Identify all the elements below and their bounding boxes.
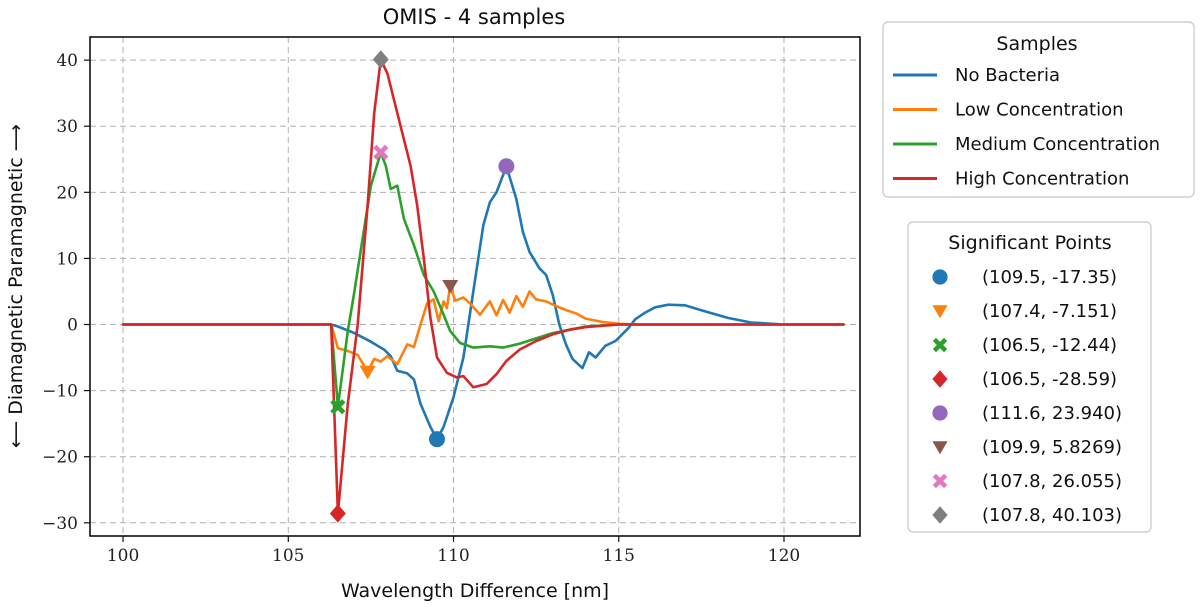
legend-samples-box <box>882 21 1195 198</box>
legend-point-label: (109.9, 5.8269) <box>982 437 1122 458</box>
legend-significant-points: Significant Points (109.5, -17.35) (107.4… <box>907 221 1152 533</box>
x-tick-label: 110 <box>437 546 469 566</box>
legend-marker-swatch <box>932 269 948 285</box>
plot-frame <box>89 36 861 537</box>
chart-title: OMIS - 4 samples <box>383 5 565 29</box>
y-axis-label: ⟵ Diamagnetic Paramagnetic ⟶ <box>5 124 27 448</box>
x-axis-label: Wavelength Difference [nm] <box>341 580 609 602</box>
significant-point-marker <box>359 365 376 380</box>
legend-point-label: (107.8, 26.055) <box>982 471 1122 492</box>
legend-point-label: (107.4, -7.151) <box>982 301 1117 322</box>
y-tick-label: −30 <box>42 514 78 534</box>
series-lines <box>121 58 845 515</box>
legend-point-label: (106.5, -28.59) <box>982 369 1117 390</box>
legend-point-label: (111.6, 23.940) <box>982 403 1122 424</box>
legend-point-label: (109.5, -17.35) <box>982 267 1117 288</box>
legend-series-label: Low Concentration <box>955 100 1124 121</box>
legend-marker-swatch <box>932 473 948 489</box>
legend-samples-title: Samples <box>996 33 1077 55</box>
y-tick-label: 0 <box>67 316 78 336</box>
significant-point-markers <box>329 50 515 523</box>
legend-point-label: (106.5, -12.44) <box>982 335 1117 356</box>
legend-series-label: High Concentration <box>955 169 1129 190</box>
y-tick-label: −20 <box>42 448 78 468</box>
series-line-high-concentration <box>121 58 845 515</box>
x-tick-label: 115 <box>603 546 635 566</box>
significant-point-marker <box>329 504 346 523</box>
y-tick-label: 10 <box>56 249 78 269</box>
legend-marker-swatch <box>932 337 948 353</box>
axis-ticks: 100 105 110 115 120 −30 −20 −10 0 10 20 30 40 <box>42 51 800 566</box>
legend-samples: Samples No Bacteria Low Concentration Medi… <box>882 21 1195 198</box>
significant-point-marker <box>498 158 515 175</box>
series-line-medium-concentration <box>121 151 845 408</box>
legend-marker-swatch <box>932 370 948 388</box>
x-tick-label: 120 <box>768 546 800 566</box>
significant-point-marker <box>372 50 389 69</box>
legend-points-box <box>907 221 1152 533</box>
y-tick-label: −10 <box>42 382 78 402</box>
legend-marker-swatch <box>932 305 948 319</box>
series-line-low-concentration <box>121 284 845 374</box>
legend-marker-swatch <box>932 506 948 524</box>
significant-point-marker <box>428 431 445 448</box>
legend-points-title: Significant Points <box>948 232 1111 254</box>
grid <box>90 37 860 536</box>
significant-point-marker <box>442 279 459 294</box>
legend-series-label: Medium Concentration <box>955 134 1160 155</box>
y-tick-label: 20 <box>56 183 78 203</box>
significant-point-marker <box>373 144 389 160</box>
y-tick-label: 30 <box>56 117 78 137</box>
legend-marker-swatch <box>932 441 948 455</box>
x-tick-label: 100 <box>107 546 139 566</box>
legend-series-label: No Bacteria <box>955 65 1060 86</box>
series-line-no-bacteria <box>121 165 845 441</box>
legend-marker-swatch <box>932 405 948 421</box>
legend-point-label: (107.8, 40.103) <box>982 505 1122 526</box>
y-tick-label: 40 <box>56 51 78 71</box>
significant-point-marker <box>330 399 346 415</box>
x-tick-label: 105 <box>272 546 304 566</box>
